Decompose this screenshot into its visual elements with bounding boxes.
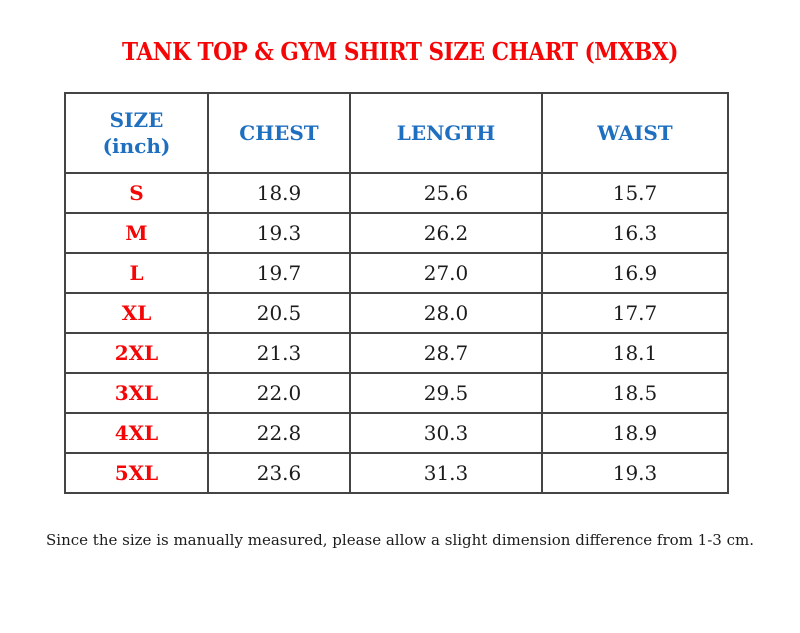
waist-value-cell: 18.5 xyxy=(541,372,729,414)
waist-value-cell: 19.3 xyxy=(541,452,729,494)
waist-value-cell: 17.7 xyxy=(541,292,729,334)
size-label-cell: 3XL xyxy=(64,372,209,414)
size-label-cell: 5XL xyxy=(64,452,209,494)
chest-value-cell: 22.8 xyxy=(207,412,351,454)
size-table: SIZE (inch) CHEST LENGTH WAIST S 18.9 25… xyxy=(64,92,729,494)
col-header-length: LENGTH xyxy=(349,92,543,174)
chest-value-cell: 21.3 xyxy=(207,332,351,374)
table-row: 4XL 22.8 30.3 18.9 xyxy=(64,412,729,454)
header-row: SIZE (inch) CHEST LENGTH WAIST xyxy=(64,92,729,174)
waist-value-cell: 18.1 xyxy=(541,332,729,374)
length-value-cell: 25.6 xyxy=(349,172,543,214)
col-header-size: SIZE (inch) xyxy=(64,92,209,174)
waist-value-cell: 16.9 xyxy=(541,252,729,294)
chest-value-cell: 20.5 xyxy=(207,292,351,334)
chest-value-cell: 23.6 xyxy=(207,452,351,494)
length-value-cell: 28.0 xyxy=(349,292,543,334)
size-label-cell: S xyxy=(64,172,209,214)
table-row: XL 20.5 28.0 17.7 xyxy=(64,292,729,334)
table-row: M 19.3 26.2 16.3 xyxy=(64,212,729,254)
chest-value-cell: 19.3 xyxy=(207,212,351,254)
table-body: S 18.9 25.6 15.7 M 19.3 26.2 16.3 L 19.7… xyxy=(64,172,729,494)
table-row: S 18.9 25.6 15.7 xyxy=(64,172,729,214)
size-label-cell: M xyxy=(64,212,209,254)
waist-value-cell: 16.3 xyxy=(541,212,729,254)
table-header: SIZE (inch) CHEST LENGTH WAIST xyxy=(64,92,729,174)
chest-value-cell: 19.7 xyxy=(207,252,351,294)
table-row: 3XL 22.0 29.5 18.5 xyxy=(64,372,729,414)
length-value-cell: 28.7 xyxy=(349,332,543,374)
length-value-cell: 26.2 xyxy=(349,212,543,254)
chest-value-cell: 22.0 xyxy=(207,372,351,414)
size-label-cell: 2XL xyxy=(64,332,209,374)
length-value-cell: 30.3 xyxy=(349,412,543,454)
length-value-cell: 31.3 xyxy=(349,452,543,494)
length-value-cell: 29.5 xyxy=(349,372,543,414)
page-title: TANK TOP & GYM SHIRT SIZE CHART (MXBX) xyxy=(122,37,678,66)
size-label-cell: XL xyxy=(64,292,209,334)
col-header-chest: CHEST xyxy=(207,92,351,174)
chest-value-cell: 18.9 xyxy=(207,172,351,214)
col-header-waist: WAIST xyxy=(541,92,729,174)
table-row: 2XL 21.3 28.7 18.1 xyxy=(64,332,729,374)
size-label-cell: L xyxy=(64,252,209,294)
waist-value-cell: 15.7 xyxy=(541,172,729,214)
waist-value-cell: 18.9 xyxy=(541,412,729,454)
size-label-cell: 4XL xyxy=(64,412,209,454)
table-row: L 19.7 27.0 16.9 xyxy=(64,252,729,294)
length-value-cell: 27.0 xyxy=(349,252,543,294)
table-row: 5XL 23.6 31.3 19.3 xyxy=(64,452,729,494)
footnote: Since the size is manually measured, ple… xyxy=(46,531,754,549)
